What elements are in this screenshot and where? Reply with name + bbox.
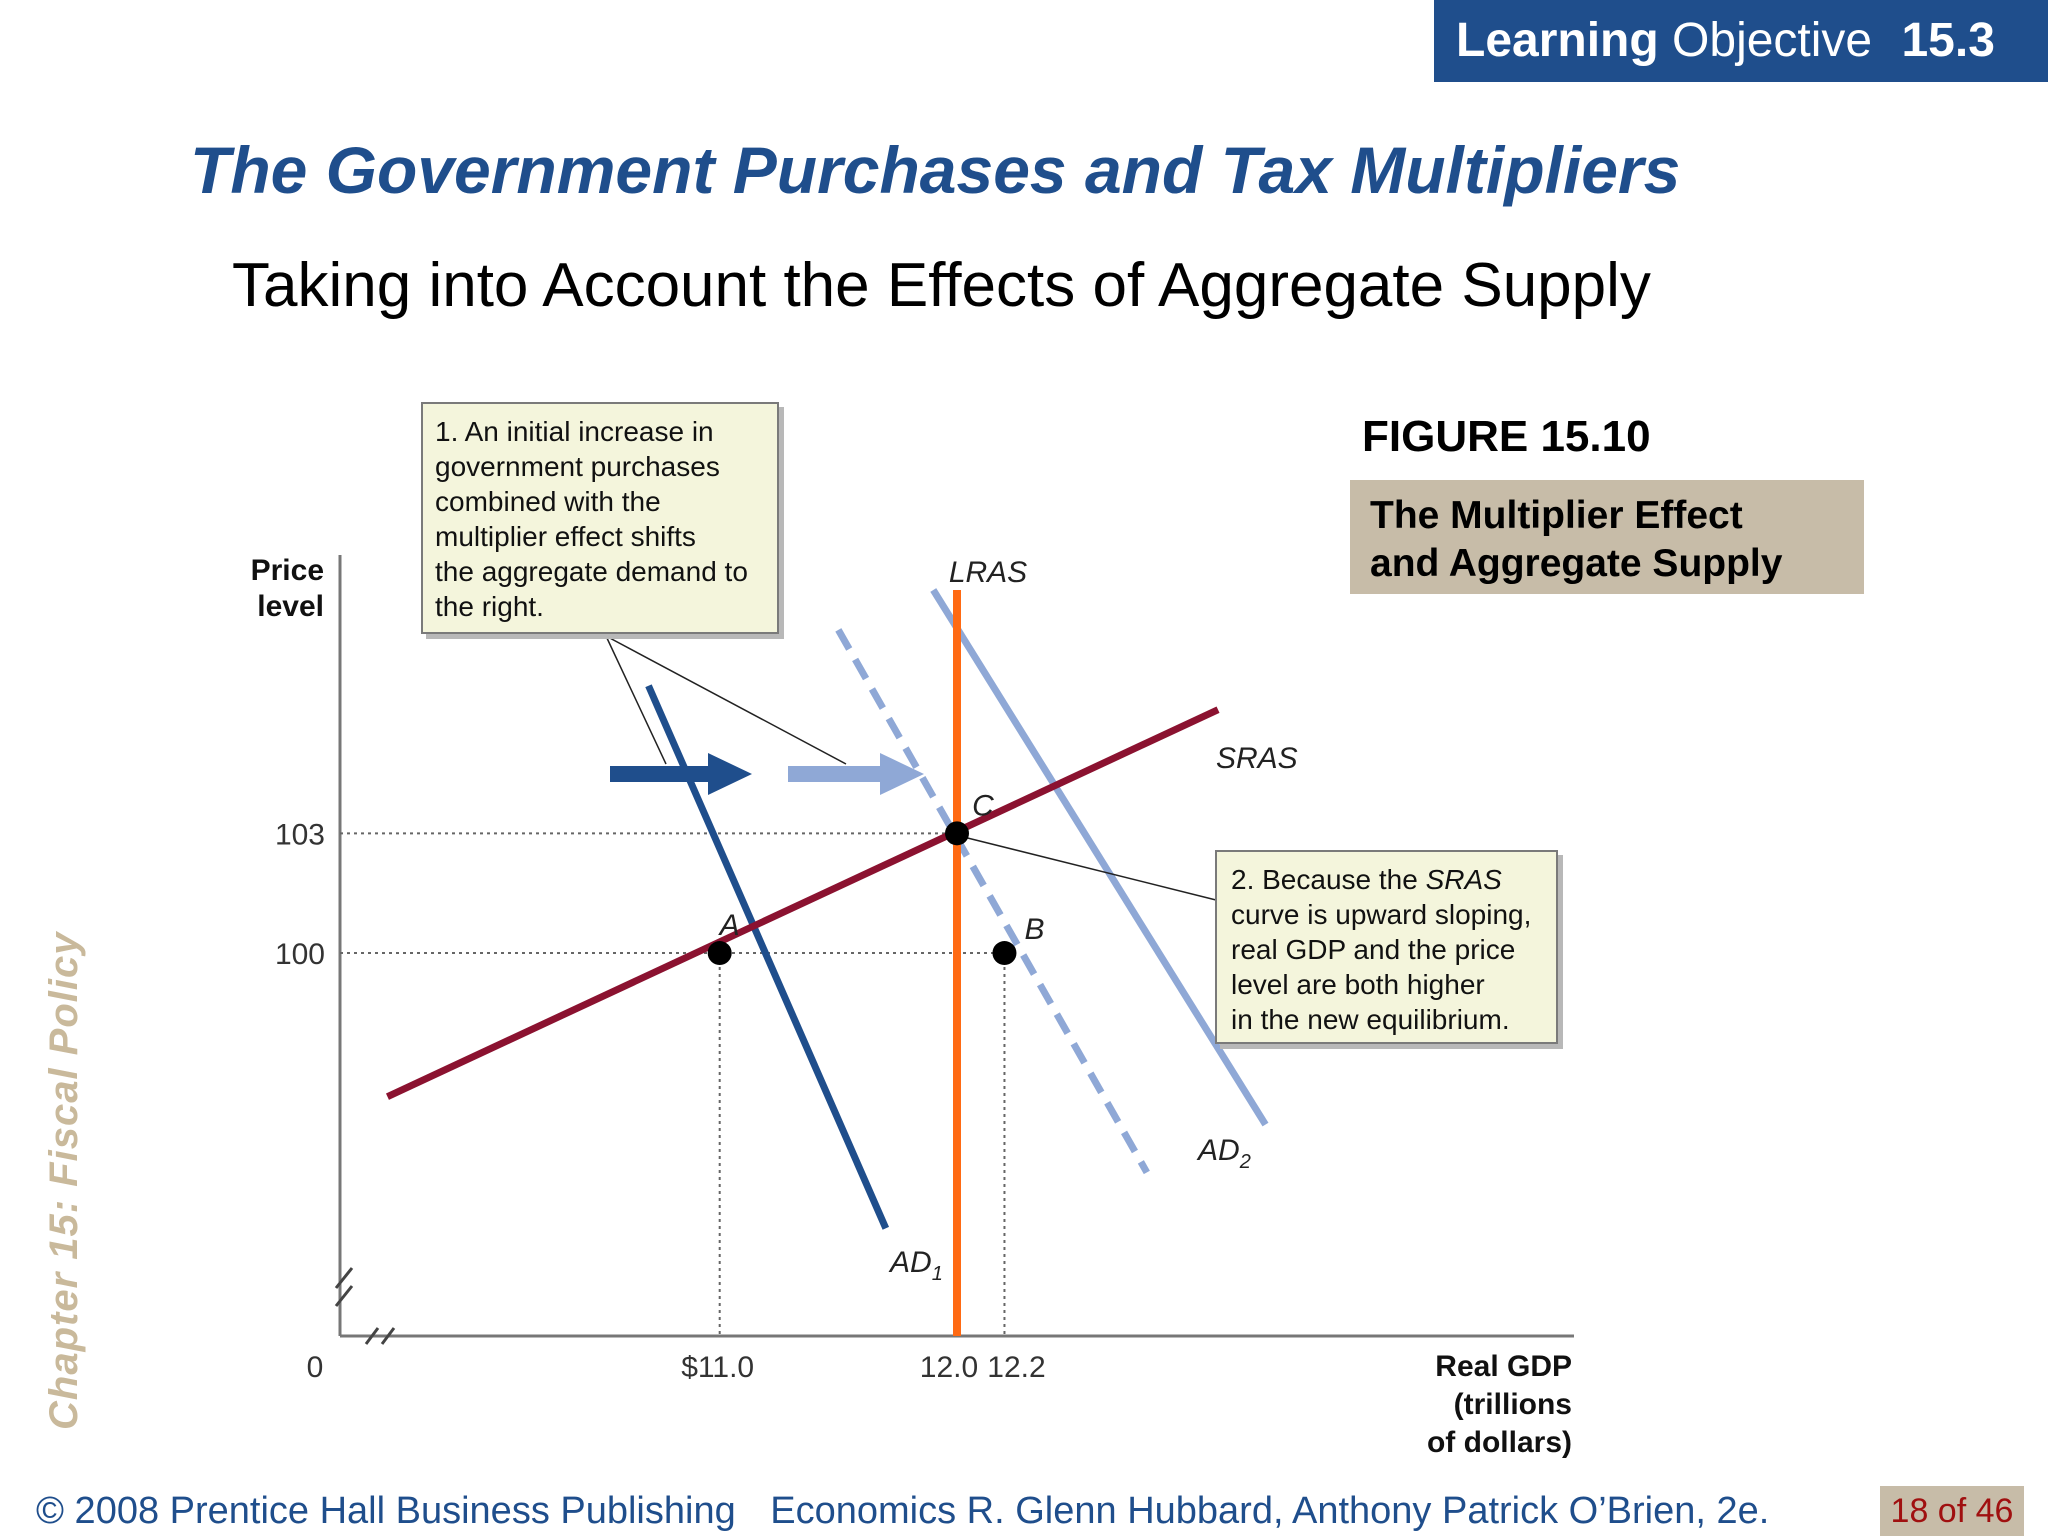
callout2-line: level are both higher	[1231, 969, 1485, 1000]
callout2-text: 2. Because the	[1231, 864, 1426, 895]
callout1-line: combined with the	[435, 486, 661, 517]
y-tick-label: 103	[275, 818, 325, 851]
y-tick-label: 100	[275, 938, 325, 971]
figure-label: FIGURE 15.10	[1362, 412, 1651, 461]
shift-arrow-2-icon	[788, 753, 924, 795]
x-tick-label: 12.0	[920, 1351, 978, 1384]
curve-label-ad2: AD2	[1196, 1134, 1251, 1173]
callout2-emphasis: SRAS	[1425, 864, 1502, 895]
footer-book: Economics R. Glenn Hubbard, Anthony Patr…	[770, 1490, 1770, 1532]
shift-arrow-1-icon	[610, 753, 752, 795]
origin-label: 0	[307, 1351, 324, 1384]
leader-line-2	[964, 836, 1217, 901]
leader-line-1a	[605, 635, 667, 765]
x-axis-label: (trillions	[1454, 1388, 1572, 1421]
footer-copyright: © 2008 Prentice Hall Business Publishing	[36, 1490, 736, 1532]
callout-shift-explanation: 1. An initial increase in government pur…	[421, 402, 779, 634]
x-tick-label: $11.0	[681, 1351, 754, 1384]
callout1-line: multiplier effect shifts	[435, 521, 696, 552]
callout2-line: real GDP and the price	[1231, 934, 1516, 965]
point-label-c: C	[972, 789, 994, 822]
x-axis-break-icon	[364, 1327, 396, 1345]
x-tick-label: 12.2	[987, 1351, 1045, 1384]
learning-objective-banner: Learning Objective 15.3	[1434, 0, 2048, 82]
footer: © 2008 Prentice Hall Business Publishing…	[36, 1490, 1793, 1533]
callout1-line: the aggregate demand to	[435, 556, 748, 587]
curve-sras	[385, 706, 1220, 1100]
curve-label-lras: LRAS	[949, 556, 1027, 589]
point-label-a: A	[718, 909, 740, 942]
y-axis-label: Price	[251, 554, 324, 587]
leader-line-1b	[605, 635, 847, 765]
equilibrium-point-c	[945, 821, 969, 846]
curve-label-ad1: AD1	[888, 1246, 943, 1285]
equilibrium-point-a	[707, 941, 732, 966]
point-label-b: B	[1024, 913, 1044, 946]
curve-label-sras: SRAS	[1216, 742, 1298, 775]
curve-ad-dashed	[835, 628, 1150, 1175]
x-axis-label: Real GDP	[1435, 1350, 1572, 1383]
callout-equilibrium-explanation: 2. Because the SRAS curve is upward slop…	[1215, 850, 1558, 1044]
callout1-line: 1. An initial increase in	[435, 416, 714, 447]
callout2-line: curve is upward sloping,	[1231, 899, 1532, 930]
slide-subtitle: Taking into Account the Effects of Aggre…	[232, 251, 1651, 320]
callout1-line: the right.	[435, 591, 544, 622]
y-axis-break-icon	[334, 1267, 354, 1307]
y-axis-label: level	[257, 590, 324, 623]
banner-number: 15.3	[1901, 14, 1995, 67]
callout2-line: in the new equilibrium.	[1231, 1004, 1510, 1035]
x-axis-label: of dollars)	[1427, 1426, 1572, 1459]
callout2-line: 2. Because the SRAS	[1231, 862, 1542, 897]
curve-ad2	[930, 588, 1269, 1127]
figure-caption-line: The Multiplier Effect	[1370, 494, 1743, 537]
page-number: 18 of 46	[1880, 1486, 2024, 1536]
callout1-line: government purchases	[435, 451, 720, 482]
figure-caption-line: and Aggregate Supply	[1370, 542, 1783, 585]
equilibrium-point-b	[992, 941, 1017, 966]
banner-bold-text: Learning	[1456, 14, 1659, 67]
slide-title: The Government Purchases and Tax Multipl…	[190, 133, 1681, 207]
banner-text: Objective	[1672, 14, 1873, 67]
figure-caption: The Multiplier Effect and Aggregate Supp…	[1350, 480, 1864, 594]
